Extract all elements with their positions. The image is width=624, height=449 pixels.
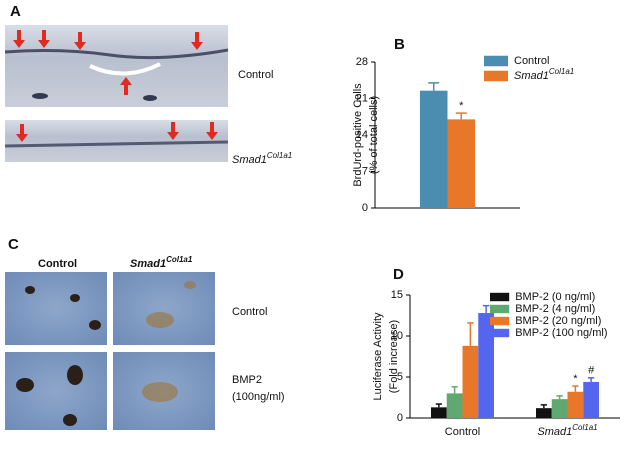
x-tick-label-base: Smad1	[537, 426, 572, 438]
micrograph-a	[4, 25, 229, 162]
row-label: Control	[238, 69, 273, 81]
row-label-base: Smad1	[232, 154, 267, 166]
x-tick-label-sup: Col1a1	[572, 423, 597, 432]
panel-label: B	[394, 36, 405, 53]
col-label: Smad1Col1a1	[130, 255, 193, 270]
panel-label: C	[8, 236, 19, 253]
bar	[419, 90, 448, 208]
legend-label-sup: Col1a1	[549, 67, 574, 76]
legend-swatch	[490, 292, 510, 302]
y-tick-label: 5	[397, 371, 403, 383]
legend-label: Smad1Col1a1	[514, 67, 574, 82]
row-label-sup: Col1a1	[267, 151, 292, 160]
col-label-base: Smad1	[130, 258, 166, 270]
y-axis-label: Luciferase Activity	[372, 312, 384, 401]
row-label: Control	[232, 306, 267, 318]
y-tick-label: 0	[362, 202, 368, 214]
legend-swatch	[490, 328, 510, 338]
y-axis-label: (Fold increase)	[388, 320, 400, 393]
bar	[567, 391, 584, 418]
y-tick-label: 14	[356, 129, 368, 141]
y-axis-label: (% of total cells)	[368, 96, 380, 174]
row-label: Smad1Col1a1	[232, 151, 292, 166]
panel-label: A	[10, 3, 21, 20]
row-label: (100ng/ml)	[232, 391, 285, 403]
y-tick-label: 28	[356, 56, 368, 68]
legend-swatch	[490, 316, 510, 326]
bar	[583, 381, 599, 418]
annotation: #	[588, 365, 595, 377]
micrograph-c	[5, 272, 215, 430]
legend-swatch	[484, 70, 508, 82]
x-tick-label: Control	[445, 426, 480, 438]
col-label: Control	[38, 258, 77, 270]
row-label: BMP2	[232, 374, 262, 386]
legend-swatch	[490, 304, 510, 314]
legend-label: BMP-2 (4 ng/ml)	[515, 303, 595, 315]
legend-label-base: Smad1	[514, 70, 549, 82]
y-axis-label: BrdUrd-positive Cells	[352, 83, 364, 187]
panel-label: D	[393, 266, 404, 283]
col-label-sup: Col1a1	[166, 255, 193, 264]
legend-label: BMP-2 (20 ng/ml)	[515, 315, 601, 327]
bar	[447, 119, 476, 208]
annotation: *	[573, 373, 578, 385]
bar	[431, 407, 447, 418]
y-tick-label: 21	[356, 92, 368, 104]
bar	[536, 408, 552, 418]
y-tick-label: 10	[391, 330, 403, 342]
legend-swatch	[484, 55, 508, 67]
y-tick-label: 7	[362, 165, 368, 177]
legend-label: BMP-2 (100 ng/ml)	[515, 327, 607, 339]
y-tick-label: 15	[391, 289, 403, 301]
bar	[551, 399, 568, 418]
bar	[478, 313, 494, 418]
annotation: *	[459, 100, 464, 112]
x-tick-label: Smad1Col1a1	[537, 423, 597, 438]
legend-label: Control	[514, 55, 549, 67]
bar	[462, 345, 479, 418]
legend-label: BMP-2 (0 ng/ml)	[515, 291, 595, 303]
bar	[446, 393, 463, 418]
y-tick-label: 0	[397, 412, 403, 424]
